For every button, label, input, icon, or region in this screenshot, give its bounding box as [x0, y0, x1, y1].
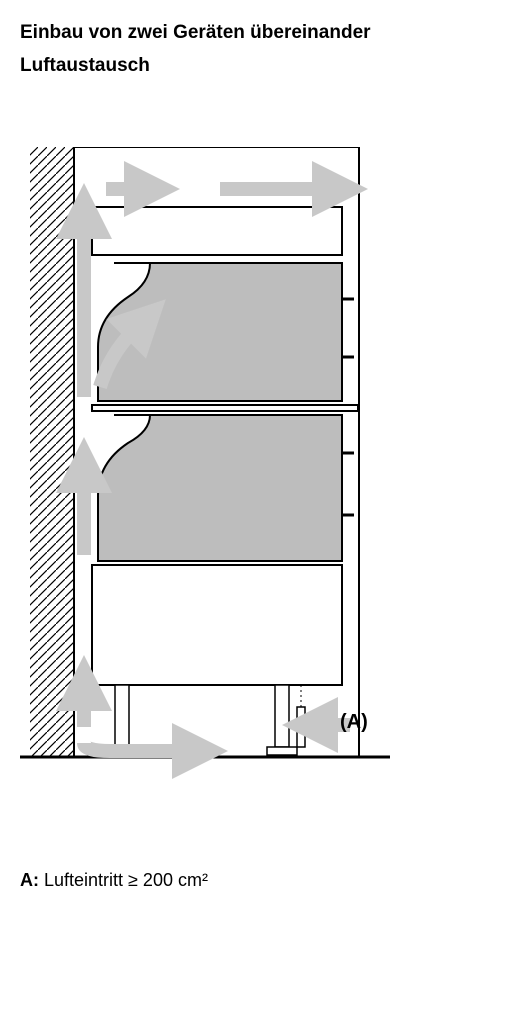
- callout-a: (A): [340, 711, 368, 734]
- legend-key: A:: [20, 870, 39, 890]
- legend-text: Lufteintritt ≥ 200 cm²: [44, 870, 208, 890]
- legend-a: A: Lufteintritt ≥ 200 cm²: [20, 870, 208, 891]
- airflow-diagram: [20, 147, 390, 787]
- page-subtitle: Luftaustausch: [20, 55, 486, 77]
- page-title: Einbau von zwei Geräten übereinander: [20, 20, 486, 47]
